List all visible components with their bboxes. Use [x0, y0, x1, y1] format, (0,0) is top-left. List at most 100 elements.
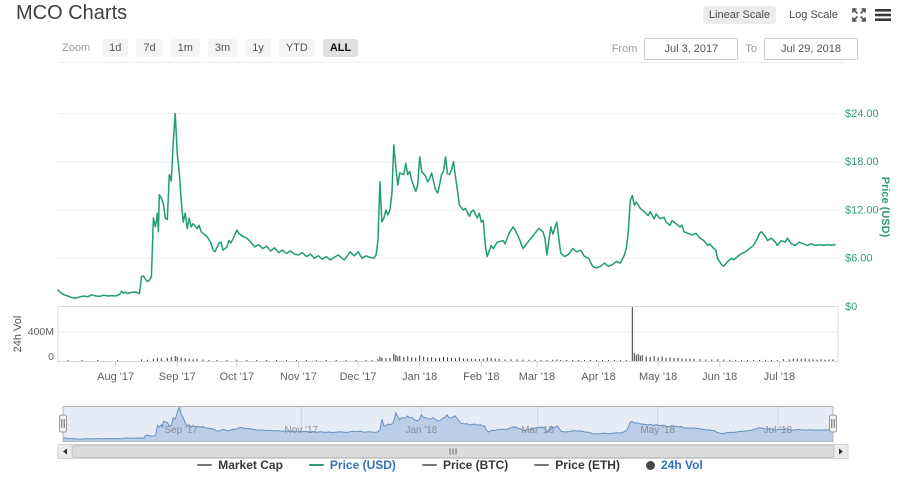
volume-bar [216, 360, 218, 361]
volume-bar [345, 360, 347, 361]
volume-pane-border [57, 306, 839, 362]
volume-bar [556, 359, 558, 361]
volume-bar [619, 360, 621, 361]
volume-bar [770, 360, 772, 361]
volume-bar [653, 356, 655, 361]
volume-bar [286, 360, 288, 361]
volume-bar [454, 358, 456, 361]
legend-item-24h-vol[interactable]: 24h Vol [645, 458, 703, 472]
volume-bar [590, 360, 592, 361]
volume-bar [504, 359, 506, 361]
legend-item-price-usd-[interactable]: Price (USD) [308, 458, 396, 472]
date-range-selector: From To [612, 38, 858, 60]
volume-bar [669, 357, 671, 361]
volume-bar [335, 360, 337, 361]
legend-dash-marker [197, 464, 213, 466]
hamburger-menu-icon[interactable] [874, 8, 892, 22]
volume-bar [645, 356, 647, 361]
volume-bar [528, 359, 530, 361]
navigator-month-label: Jan '18 [405, 425, 437, 436]
volume-bar [534, 359, 536, 361]
volume-bar [160, 358, 162, 361]
volume-bar [146, 359, 148, 361]
navigator-month-label: Sep '17 [164, 425, 198, 436]
volume-bar [202, 359, 204, 361]
volume-bar [812, 359, 814, 361]
volume-bar [325, 360, 327, 361]
navigator-area-fill [63, 407, 833, 441]
navigator-right-handle[interactable] [829, 414, 837, 433]
volume-bar [67, 360, 69, 361]
volume-bar [397, 356, 399, 361]
volume-bar [355, 360, 357, 361]
volume-bar [256, 360, 258, 361]
volume-bar [735, 359, 737, 361]
volume-bar [478, 359, 480, 361]
volume-bar [315, 360, 317, 361]
volume-bar [758, 359, 760, 361]
volume-bar [226, 360, 228, 361]
price-plot-area[interactable] [58, 63, 835, 306]
legend-item-price-btc-[interactable]: Price (BTC) [421, 458, 508, 472]
log-scale-button[interactable]: Log Scale [789, 9, 838, 21]
volume-bar [776, 360, 778, 361]
volume-bar [117, 360, 119, 361]
navigator-left-handle[interactable] [59, 414, 67, 433]
navigator-month-label: Jul '18 [764, 425, 793, 436]
volume-bar [379, 356, 381, 361]
legend-dash-marker [534, 464, 550, 466]
volume-bar [510, 359, 512, 361]
volume-bar [673, 358, 675, 361]
volume-bar [828, 359, 830, 361]
expand-fullscreen-icon[interactable] [851, 7, 867, 23]
legend-item-label: Price (ETH) [555, 458, 620, 472]
volume-bar [174, 356, 176, 361]
volume-bar [435, 358, 437, 361]
legend-item-label: Market Cap [218, 458, 283, 472]
volume-bar [689, 358, 691, 361]
x-axis-month-label: Aug '17 [97, 371, 134, 383]
volume-bar [747, 360, 749, 361]
range-button-ytd[interactable]: YTD [278, 39, 315, 57]
chart-legend: Market Cap Price (USD) Price (BTC) Price (E… [0, 458, 900, 472]
legend-item-price-eth-[interactable]: Price (ETH) [534, 458, 620, 472]
volume-bar [657, 357, 659, 361]
from-label: From [611, 43, 638, 55]
legend-item-market-cap[interactable]: Market Cap [197, 458, 283, 472]
volume-bar [446, 357, 448, 361]
volume-bar [466, 358, 468, 361]
range-button-all[interactable]: ALL [322, 39, 359, 57]
volume-bar [407, 356, 409, 361]
range-button-1d[interactable]: 1d [102, 39, 129, 57]
volume-bar [560, 359, 562, 361]
linear-scale-button[interactable]: Linear Scale [702, 6, 777, 24]
navigator-selected-range[interactable] [63, 406, 833, 442]
x-axis-month-label: Oct '17 [220, 371, 255, 383]
volume-bar [365, 360, 367, 361]
volume-bar [693, 358, 695, 361]
volume-bar [540, 359, 542, 361]
volume-bar [635, 354, 637, 361]
volume-bar [381, 357, 383, 361]
volume-bar [665, 357, 667, 361]
range-button-7d[interactable]: 7d [136, 39, 163, 57]
volume-bar [753, 360, 755, 361]
volume-bar [607, 360, 609, 361]
from-date-input[interactable] [644, 38, 739, 60]
volume-bar [782, 359, 784, 361]
x-axis-month-label: Mar '18 [519, 371, 555, 383]
volume-bar [403, 356, 405, 361]
volume-bar [411, 357, 413, 361]
range-button-1y[interactable]: 1y [245, 39, 271, 57]
price-axis-tick-label: $18.00 [845, 156, 879, 168]
x-axis-month-label: Sep '17 [159, 371, 196, 383]
range-button-3m[interactable]: 3m [207, 39, 238, 57]
to-date-input[interactable] [764, 38, 858, 60]
volume-bar [295, 360, 297, 361]
volume-bar [796, 358, 798, 361]
volume-bar [97, 360, 99, 361]
x-axis-month-label: Apr '18 [581, 371, 616, 383]
range-button-1m[interactable]: 1m [170, 39, 200, 57]
volume-bar [824, 359, 826, 361]
volume-bar [729, 359, 731, 361]
